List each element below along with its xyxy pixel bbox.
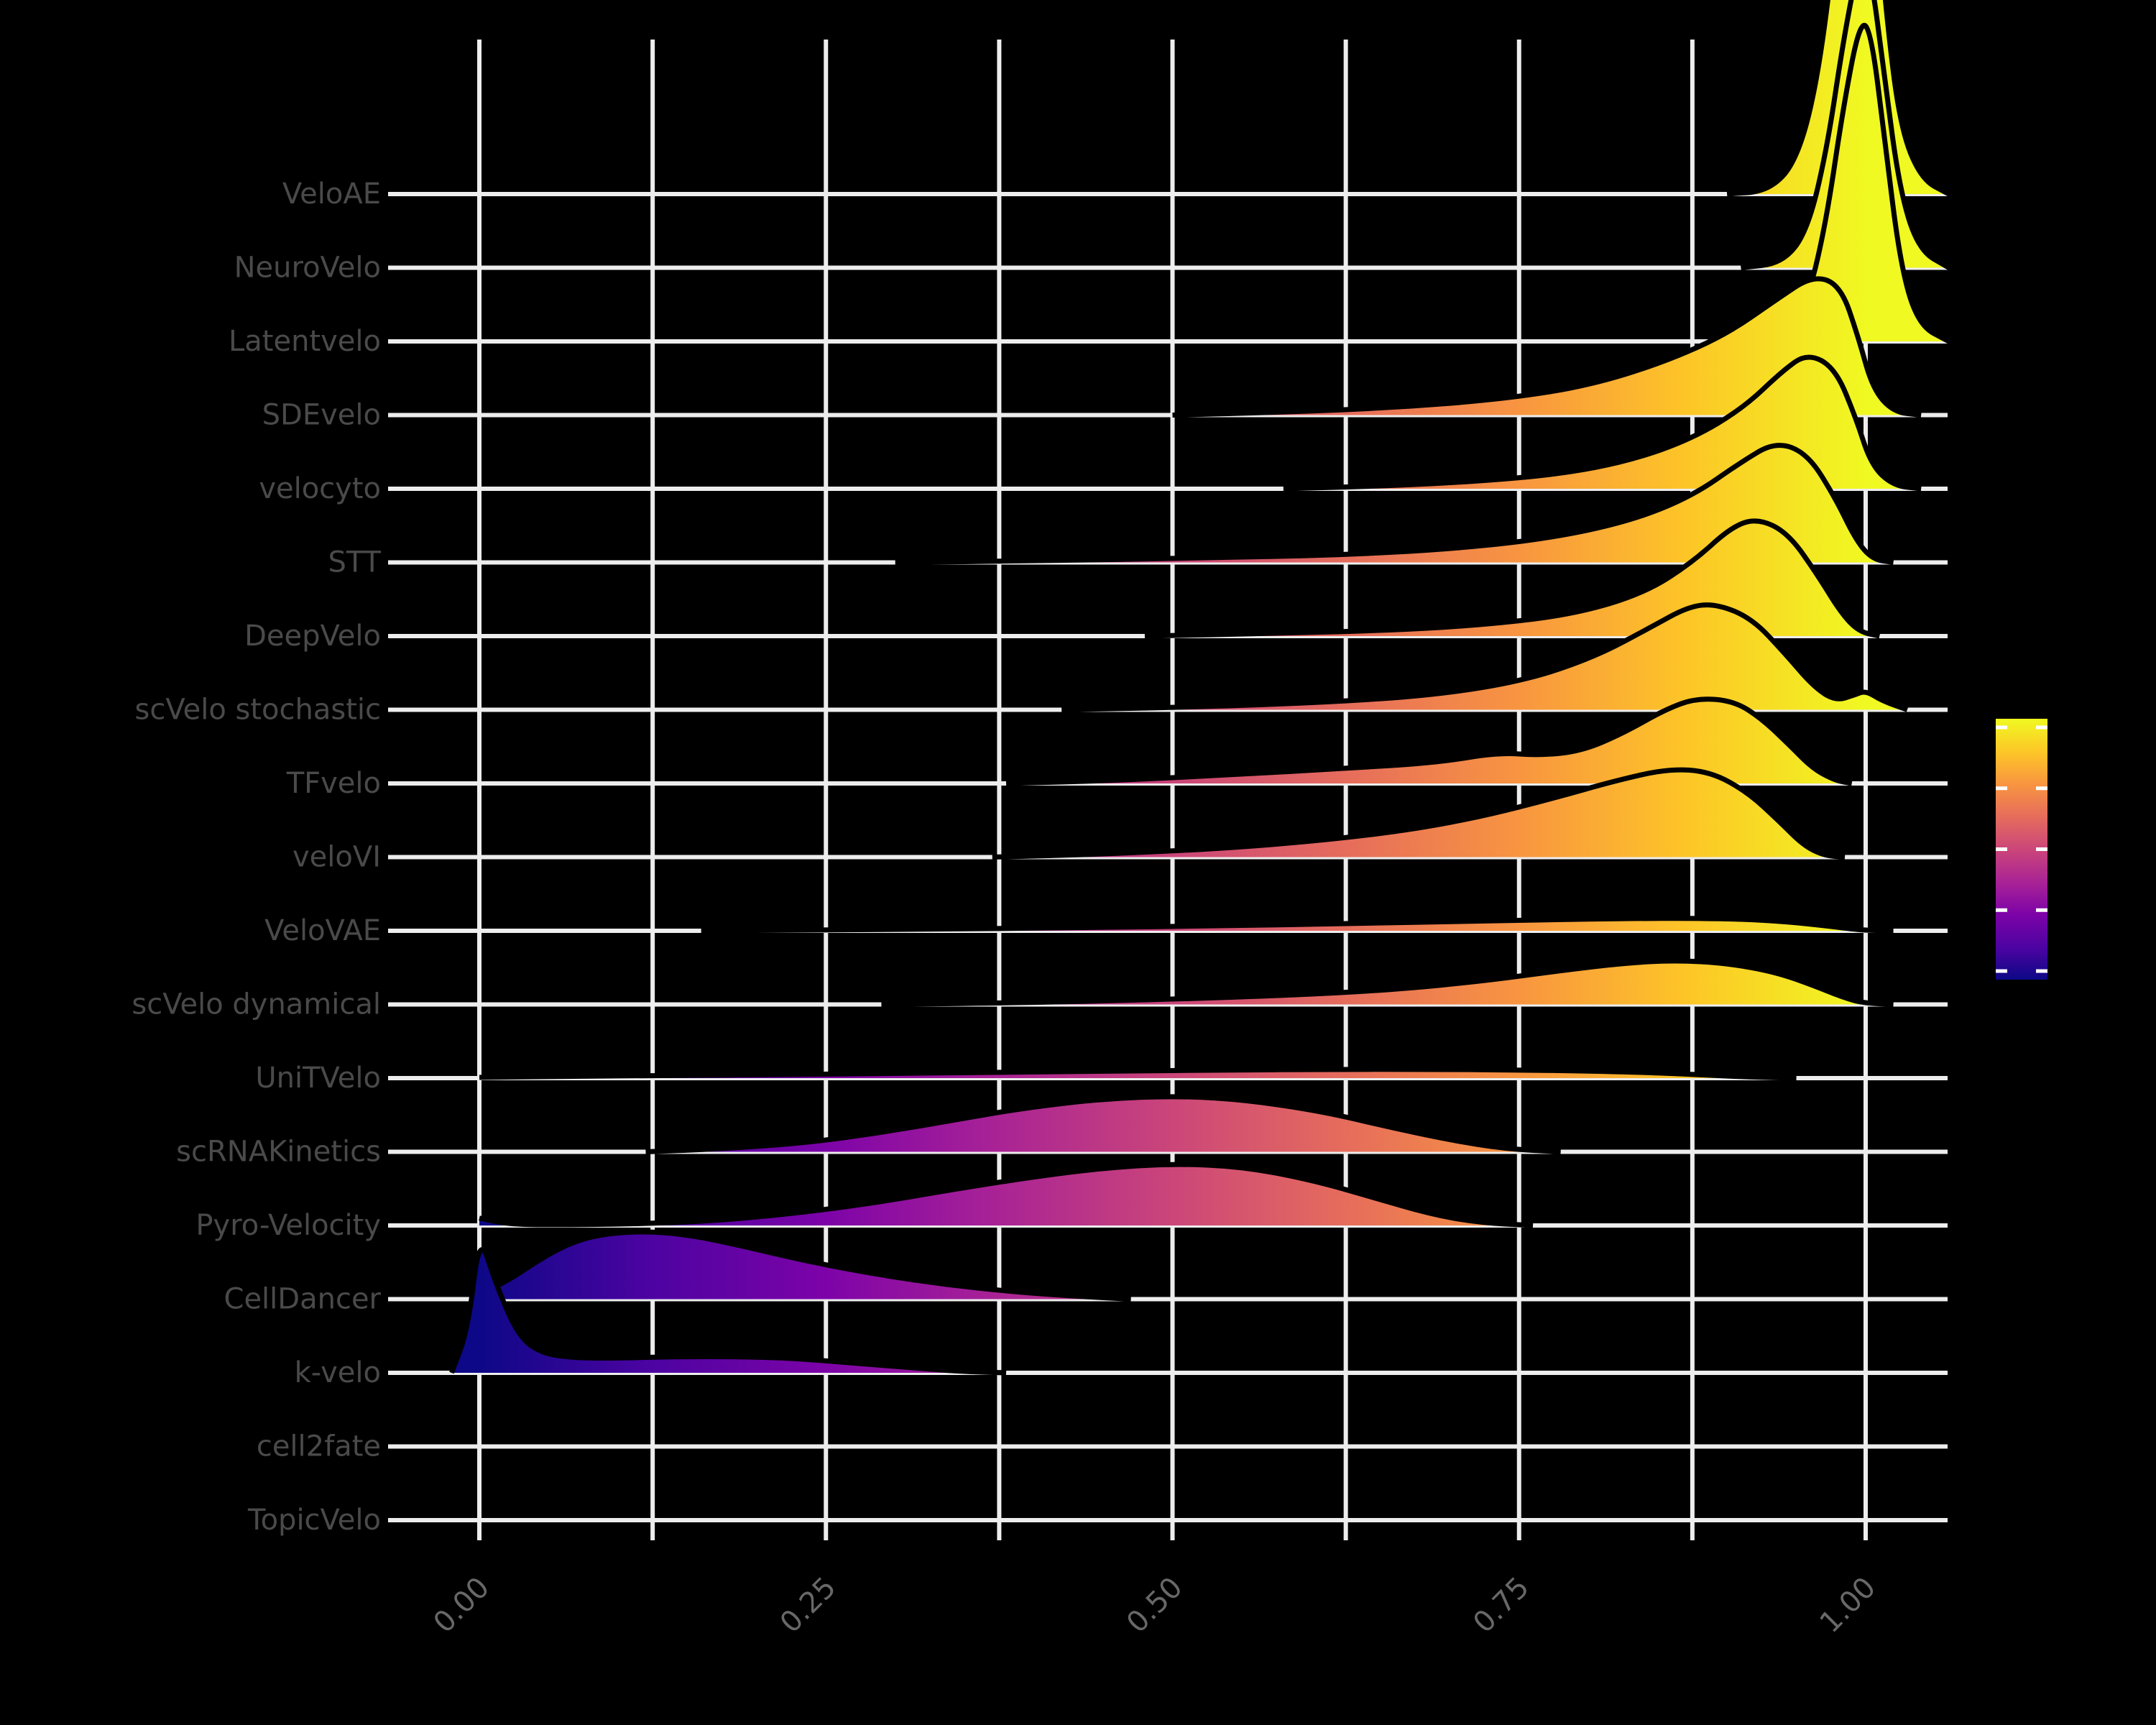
ridge-area-deepvelo [1144,520,1880,636]
y-tick-label-veloae: VeloAE [282,178,381,211]
y-tick-label-latentvelo: Latentvelo [229,325,381,358]
ridge-area-velocyto [1283,356,1922,489]
x-tick-label-0.75: 0.75 [1467,1571,1536,1640]
y-tick-label-neurovelo: NeuroVelo [234,252,381,285]
x-tick-label-0.25: 0.25 [774,1571,843,1640]
y-tick-label-velovi: veloVI [292,841,381,874]
x-tick-label-1.00: 1.00 [1814,1571,1883,1640]
y-tick-label-deepvelo: DeepVelo [244,620,381,653]
ridge-curves [449,0,1950,1376]
ridge-area-scrnakinetics [645,1096,1561,1152]
ridge-outline-velovae [701,916,1894,934]
y-tick-label-pyro-velocity: Pyro-Velocity [195,1209,381,1242]
y-axis-tick-labels: VeloAE NeuroVelo Latentvelo SDEvelo velocyto… [132,178,425,1537]
ridge-outline-stt [895,443,1894,565]
y-tick-label-unitvelo: UniTVelo [255,1062,381,1095]
vertical-gridlines [477,40,1868,1540]
ridge-outline-sdevelo [1172,276,1922,418]
x-axis-tick-labels: 0.00 0.25 0.50 0.75 1.00 [428,1571,1883,1640]
ridge-area-latentvelo [1741,25,1949,341]
ridge-outline-scvelo-stochastic [1061,602,1909,712]
ridge-area-scvelo-stochastic [1061,604,1907,710]
y-tick-label-scvelo-dynamical: scVelo dynamical [132,988,381,1021]
ridge-outline-pyro-velocity [479,1162,1534,1228]
ridge-area-celldancer [479,1231,1131,1300]
x-tick-label-0.00: 0.00 [428,1571,497,1640]
ridge-outline-k-velo [449,1247,1007,1376]
ridge-outline-velocyto [1283,354,1922,492]
ridge-area-pyro-velocity [479,1164,1534,1225]
ridge-outline-celldancer [478,1229,1131,1302]
ridge-area-velovi [992,770,1846,857]
ridge-area-sdevelo [1172,278,1922,415]
ridge-outline-scvelo-dynamical [881,958,1894,1007]
y-tick-label-scrnakinetics: scRNAKinetics [176,1136,381,1169]
y-tick-label-celldancer: CellDancer [224,1283,382,1316]
y-tick-label-stt: STT [328,546,381,579]
ridge-outline-tfvelo [1005,696,1853,786]
ridge-outline-neurovelo [1741,0,1950,270]
y-tick-label-velovae: VeloVAE [264,914,381,947]
ridge-outline-unitvelo [479,1067,1797,1081]
y-tick-label-k-velo: k-velo [295,1356,381,1389]
y-tick-label-tfvelo: TFvelo [286,767,381,800]
ridge-area-stt [895,445,1894,563]
ridge-area-k-velo [451,1249,1007,1373]
ridge-outline-veloae [1726,0,1950,197]
y-tick-label-cell2fate: cell2fate [257,1430,381,1463]
ridge-area-scvelo-dynamical [881,961,1894,1005]
x-tick-label-0.50: 0.50 [1120,1571,1189,1640]
y-tick-label-velocyto: velocyto [259,472,381,505]
colorbar-legend [1996,719,2047,980]
ridge-area-tfvelo [1006,699,1852,783]
y-tick-label-sdevelo: SDEvelo [262,399,381,432]
ridge-outline-velovi [992,767,1846,860]
y-tick-label-scvelo-stochastic: scVelo stochastic [135,694,381,727]
ridge-outline-deepvelo [1144,518,1881,639]
ridge-outline-scrnakinetics [645,1094,1561,1154]
y-tick-label-topicvelo: TopicVelo [247,1504,381,1537]
